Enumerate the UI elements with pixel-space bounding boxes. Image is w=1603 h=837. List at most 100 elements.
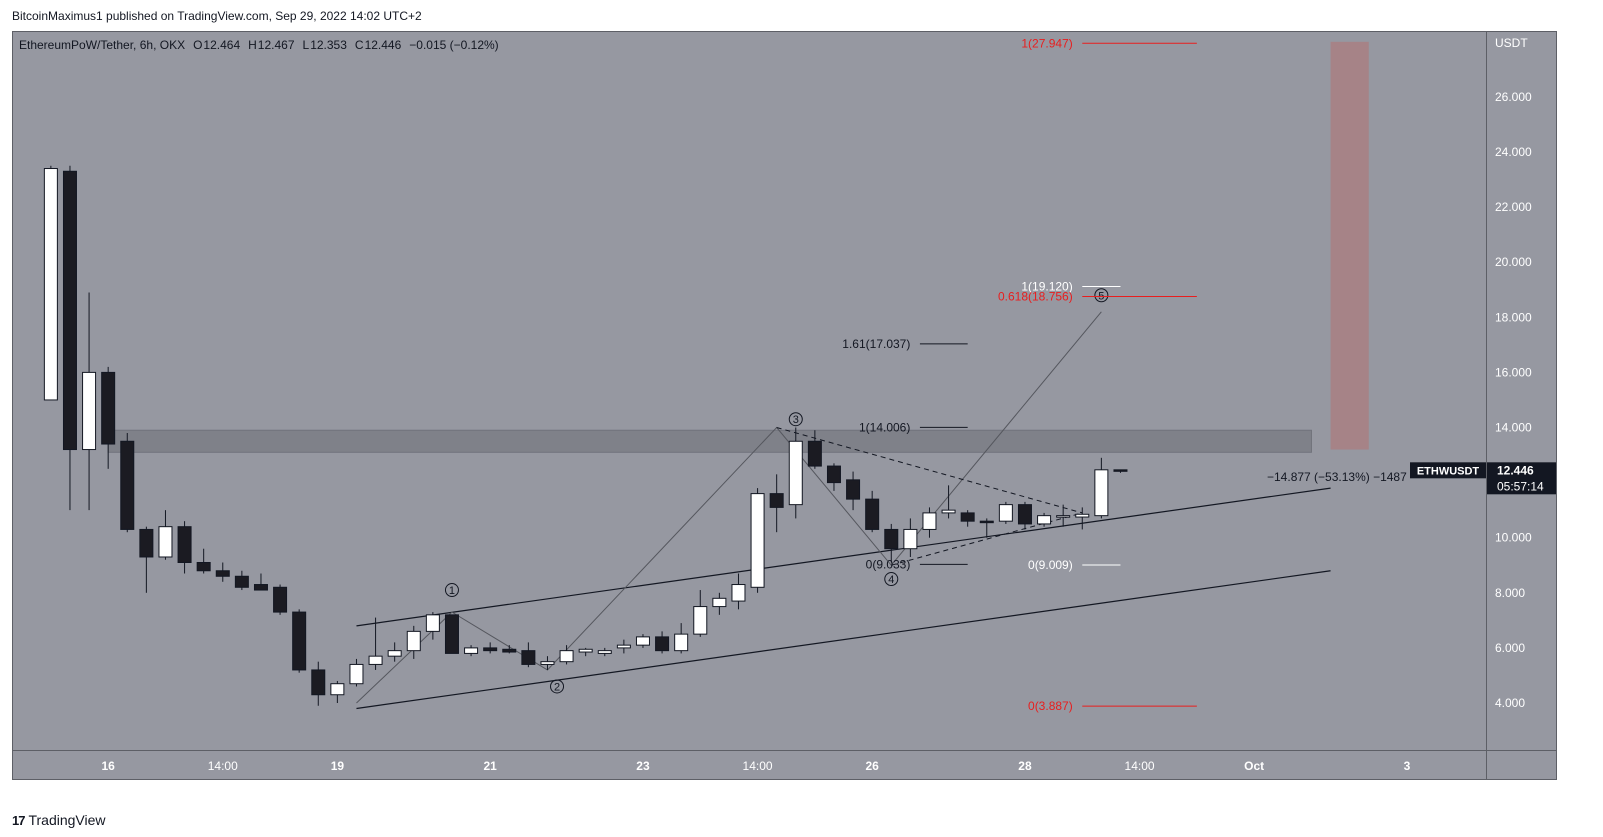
candle[interactable]: [139, 528, 154, 558]
candle[interactable]: [865, 498, 880, 530]
candle[interactable]: [311, 669, 326, 696]
channel-line-2[interactable]: [356, 570, 1331, 710]
tradingview-logo-icon: 17: [12, 812, 26, 828]
candle[interactable]: [502, 648, 517, 653]
price-tick-label: 6.000: [1495, 641, 1525, 655]
wave-label-circle: [1094, 288, 1109, 303]
time-axis[interactable]: [12, 750, 1486, 780]
candle[interactable]: [960, 512, 975, 522]
candle[interactable]: [82, 371, 97, 451]
candle[interactable]: [635, 636, 650, 646]
candle[interactable]: [444, 614, 459, 654]
candle[interactable]: [731, 584, 746, 602]
plot-area[interactable]: [12, 31, 1486, 750]
candle[interactable]: [215, 570, 230, 577]
candle[interactable]: [158, 526, 173, 558]
wave-label-1: 1: [449, 585, 455, 597]
price-tick-label: 4.000: [1495, 696, 1525, 710]
time-tick-label: 23: [636, 759, 650, 773]
time-tick-label: 26: [865, 759, 879, 773]
candle[interactable]: [693, 606, 708, 635]
candle[interactable]: [1056, 515, 1071, 518]
candle[interactable]: [464, 647, 479, 654]
fib-level-label: 0(9.009): [1028, 558, 1073, 572]
candle[interactable]: [769, 493, 784, 508]
price-tick-label: 22.000: [1495, 200, 1532, 214]
candle[interactable]: [1113, 469, 1128, 472]
candle[interactable]: [884, 528, 899, 550]
measure-readout: −14.877 (−53.13%) −1487: [1267, 470, 1407, 484]
candle[interactable]: [406, 630, 421, 652]
wave-label-circle: [884, 572, 899, 587]
price-tick-label: 10.000: [1495, 531, 1532, 545]
fib-level-label: 1(14.006): [859, 420, 910, 434]
target-zone[interactable]: [1330, 41, 1369, 450]
candle[interactable]: [826, 465, 841, 484]
candle[interactable]: [655, 636, 670, 652]
legend-symbol: EthereumPoW/Tether, 6h, OKX: [19, 38, 185, 52]
candle[interactable]: [616, 644, 631, 649]
candle[interactable]: [597, 650, 612, 654]
candle[interactable]: [998, 504, 1013, 522]
wave-label-circle: [444, 583, 459, 598]
candle[interactable]: [903, 528, 918, 550]
candle[interactable]: [1017, 504, 1032, 525]
candle[interactable]: [578, 648, 593, 653]
candle[interactable]: [292, 611, 307, 671]
price-tick-label: 20.000: [1495, 255, 1532, 269]
candle[interactable]: [712, 597, 727, 608]
symbol-tag[interactable]: [1410, 462, 1486, 479]
candle[interactable]: [1094, 469, 1109, 517]
candle[interactable]: [1037, 515, 1052, 525]
triangle-dashed-line-1[interactable]: [776, 427, 1083, 514]
fib-level-label: 0(9.033): [866, 557, 911, 571]
candle[interactable]: [62, 170, 77, 451]
candle[interactable]: [979, 520, 994, 524]
candle[interactable]: [922, 512, 937, 530]
price-axis[interactable]: [1486, 31, 1557, 750]
candle[interactable]: [43, 168, 58, 401]
time-tick-label: 14:00: [208, 759, 238, 773]
candle[interactable]: [1075, 513, 1090, 518]
candle[interactable]: [483, 647, 498, 652]
candle[interactable]: [559, 650, 574, 663]
candle[interactable]: [521, 650, 536, 665]
candle[interactable]: [941, 509, 956, 514]
axis-corner: [1486, 750, 1557, 780]
candle[interactable]: [101, 371, 116, 445]
candle[interactable]: [234, 575, 249, 588]
candle[interactable]: [750, 493, 765, 588]
legend-l-value: 12.353: [310, 38, 347, 52]
channel-line-1[interactable]: [356, 487, 1331, 627]
candle[interactable]: [330, 683, 345, 696]
candle[interactable]: [807, 440, 822, 467]
last-price-tag[interactable]: [1487, 462, 1556, 495]
legend-h-label: H: [248, 38, 257, 52]
resistance-band[interactable]: [107, 429, 1312, 453]
price-tick-label: 18.000: [1495, 310, 1532, 324]
candle[interactable]: [540, 661, 555, 665]
candle[interactable]: [273, 586, 288, 613]
candle[interactable]: [349, 663, 364, 685]
candle[interactable]: [788, 440, 803, 506]
legend-change: −0.015 (−0.12%): [409, 38, 498, 52]
legend-c-value: 12.446: [365, 38, 402, 52]
candle[interactable]: [846, 479, 861, 500]
tradingview-footer[interactable]: 17 TradingView: [12, 812, 106, 828]
candle[interactable]: [177, 526, 192, 563]
candle[interactable]: [196, 561, 211, 572]
candle[interactable]: [368, 655, 383, 665]
price-tick-label: 26.000: [1495, 90, 1532, 104]
candle[interactable]: [425, 614, 440, 632]
publisher-info: BitcoinMaximus1 published on TradingView…: [12, 9, 422, 23]
candle[interactable]: [674, 633, 689, 652]
time-tick-label: 16: [101, 759, 115, 773]
time-tick-label: 19: [331, 759, 345, 773]
wave-label-3: 3: [793, 414, 799, 426]
candle[interactable]: [253, 584, 268, 591]
price-tick-label: 16.000: [1495, 365, 1532, 379]
wave-label-2: 2: [554, 681, 560, 693]
candle[interactable]: [387, 650, 402, 657]
candle[interactable]: [120, 440, 135, 530]
